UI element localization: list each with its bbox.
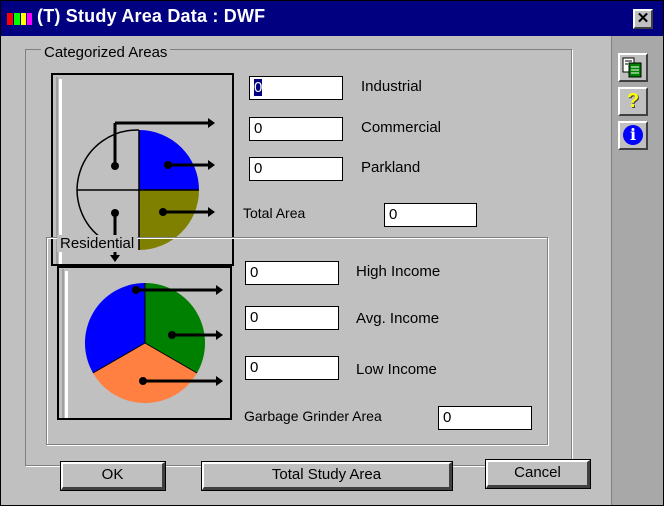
high-income-label: High Income — [356, 263, 441, 280]
commercial-input[interactable]: 0 — [249, 117, 343, 141]
info-glyph: i — [629, 125, 637, 144]
categorized-pie-icon — [53, 75, 232, 264]
copy-button[interactable] — [618, 53, 648, 82]
low-income-input[interactable]: 0 — [245, 356, 339, 380]
parkland-label: Parkland — [361, 159, 421, 176]
categorized-areas-legend: Categorized Areas — [41, 44, 171, 61]
window-title: (T) Study Area Data : DWF — [37, 6, 266, 26]
garbage-grinder-input[interactable]: 0 — [438, 406, 532, 430]
help-button[interactable]: ? — [618, 87, 648, 116]
categorized-pie-image — [51, 73, 234, 266]
info-button[interactable]: i — [618, 121, 648, 150]
title-bar[interactable]: (T) Study Area Data : DWF ✕ — [1, 1, 663, 36]
residential-pie-icon — [59, 268, 230, 418]
help-icon: ? — [626, 90, 640, 112]
side-toolbar: ? i — [611, 36, 663, 505]
total-study-area-button[interactable]: Total Study Area — [201, 461, 453, 491]
avg-income-input[interactable]: 0 — [245, 306, 339, 330]
high-income-input[interactable]: 0 — [245, 261, 339, 285]
dialog-body: Categorized Areas — [1, 36, 611, 505]
total-area-input[interactable]: 0 — [384, 203, 477, 227]
ok-button[interactable]: OK — [60, 461, 166, 491]
industrial-label: Industrial — [361, 78, 422, 95]
residential-pie-image — [57, 266, 232, 420]
app-icon — [7, 13, 33, 25]
residential-group — [46, 237, 548, 445]
info-icon: i — [623, 125, 643, 145]
low-income-label: Low Income — [356, 361, 437, 378]
garbage-grinder-label: Garbage Grinder Area — [244, 408, 382, 424]
close-button[interactable]: ✕ — [633, 9, 653, 29]
industrial-input[interactable]: 0 — [249, 76, 343, 100]
copy-icon — [622, 57, 642, 78]
close-icon: ✕ — [636, 10, 650, 27]
parkland-input[interactable]: 0 — [249, 157, 343, 181]
commercial-label: Commercial — [361, 119, 442, 136]
total-area-label: Total Area — [243, 205, 306, 221]
avg-income-label: Avg. Income — [356, 310, 440, 327]
cancel-button[interactable]: Cancel — [485, 459, 591, 489]
industrial-value: 0 — [254, 79, 263, 96]
residential-legend: Residential — [57, 235, 138, 252]
